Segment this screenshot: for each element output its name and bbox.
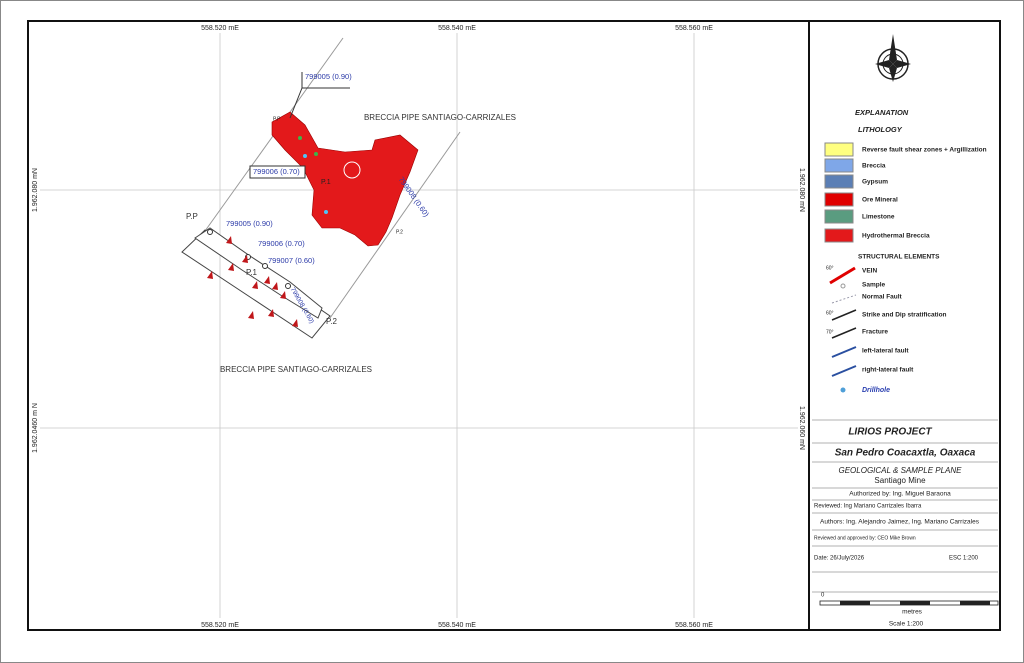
symbol — [829, 266, 856, 285]
sample-label: 799005 (0.90) — [305, 72, 352, 81]
legend-heading: STRUCTURAL ELEMENTS — [858, 254, 940, 261]
project-title: LIRIOS PROJECT — [848, 427, 932, 438]
legend-heading: LITHOLOGY — [858, 125, 903, 134]
angle-label: 60° — [826, 265, 834, 271]
legend-item: Gypsum — [862, 179, 888, 186]
point-label: P.P — [186, 212, 198, 221]
callout-box — [249, 165, 306, 179]
section-line — [199, 37, 344, 239]
symbol — [831, 294, 857, 304]
point-label: P.P — [273, 116, 281, 122]
grid-label: 558.560 mE — [675, 622, 713, 629]
symbol — [840, 387, 846, 393]
legend-item: Limestone — [862, 214, 895, 221]
legend-item: Reverse fault shear zones + Argillizatio… — [862, 147, 987, 154]
map-label: BRECCIA PIPE SANTIAGO-CARRIZALES — [364, 113, 516, 122]
legend: EXPLANATION LITHOLOGY Reverse fault shea… — [824, 34, 987, 394]
legend-item: Ore Mineral — [862, 197, 898, 204]
legend-title: EXPLANATION — [855, 108, 909, 117]
approved: Reviewed and approved by: CEO Mike Brown — [814, 535, 916, 541]
swatch — [824, 209, 854, 224]
title-block: LIRIOS PROJECT San Pedro Coacaxtla, Oaxa… — [812, 419, 999, 628]
sample-label: 799005 (0.90) — [226, 219, 273, 228]
drillhole-ring — [343, 161, 361, 179]
date: Date: 26/July/2026 — [814, 556, 865, 562]
symbol — [840, 283, 846, 289]
plane: GEOLOGICAL & SAMPLE PLANE — [838, 466, 962, 475]
sample-point — [303, 154, 307, 158]
point-label: P.2 — [396, 229, 403, 235]
grid-label: 558.540 mE — [438, 25, 476, 32]
legend-item: VEIN — [862, 268, 877, 275]
section-line — [329, 131, 461, 319]
scale-unit: metres — [902, 609, 923, 616]
scale-zero: 0 — [821, 593, 825, 599]
location: San Pedro Coacaxtla, Oaxaca — [835, 448, 976, 459]
scale-label: Scale 1:200 — [889, 621, 924, 628]
legend-item: Breccia — [862, 163, 886, 170]
swatch — [824, 192, 854, 207]
symbol — [831, 346, 857, 358]
sample-point — [285, 283, 291, 289]
sample-point — [298, 136, 302, 140]
sample-point — [207, 229, 213, 235]
grid-label: 1.962.080 mN — [798, 168, 805, 212]
angle-label: 70° — [826, 329, 834, 335]
legend-item: Hydrothermal Breccia — [862, 233, 930, 240]
legend-item: Fracture — [862, 329, 888, 336]
swatch — [824, 228, 854, 243]
sample-label: 799006 (0.70) — [253, 167, 300, 176]
dip-symbols — [207, 236, 298, 327]
sample-point — [314, 152, 318, 156]
map-label: BRECCIA PIPE SANTIAGO-CARRIZALES — [220, 365, 372, 374]
authorized: Authorized by: Ing. Miguel Baraona — [849, 491, 951, 498]
legend-item: Drillhole — [862, 387, 890, 394]
scale-bar — [840, 601, 870, 605]
scale-bar — [900, 601, 930, 605]
reviewed: Reviewed: Ing Mariano Carrizales Ibarra — [814, 504, 922, 510]
grid-label: 1.962.060 mN — [798, 406, 805, 450]
hydrothermal-breccia — [271, 111, 419, 247]
grid-label: 558.520 mE — [201, 25, 239, 32]
trench — [194, 227, 323, 319]
legend-item: Sample — [862, 282, 886, 289]
legend-item: left-lateral fault — [862, 348, 909, 355]
swatch — [824, 158, 854, 173]
sample-label: 799006 (0.70) — [258, 239, 305, 248]
esc: ESC 1:200 — [949, 556, 979, 562]
frame — [27, 20, 1001, 631]
symbol — [831, 327, 857, 339]
angle-label: 60° — [826, 310, 834, 316]
grid-label: 558.540 mE — [438, 622, 476, 629]
sample-point — [262, 263, 268, 269]
grid-label: 1.962.0460 m N — [32, 403, 39, 453]
authors: Authors: Ing. Alejandro Jaimez, Ing. Mar… — [820, 519, 980, 526]
swatch — [824, 174, 854, 189]
symbol — [831, 309, 857, 321]
sample-label: 799007 (0.60) — [268, 256, 315, 265]
point-label: P.1 — [321, 179, 331, 186]
symbol — [831, 365, 857, 377]
mine: Santiago Mine — [874, 476, 926, 485]
point-label: P.2 — [326, 317, 338, 326]
grid-label: 1.962.080 mN — [32, 168, 39, 212]
scale-bar — [960, 601, 990, 605]
point-label: P.1 — [246, 268, 258, 277]
sample-point — [324, 210, 328, 214]
legend-item: Strike and Dip stratification — [862, 312, 947, 319]
north-arrow — [875, 34, 911, 82]
legend-item: Normal Fault — [862, 294, 903, 301]
legend-item: right-lateral fault — [862, 367, 914, 374]
grid-label: 558.560 mE — [675, 25, 713, 32]
callout — [289, 87, 303, 119]
grid-label: 558.520 mE — [201, 622, 239, 629]
swatch — [824, 142, 854, 157]
